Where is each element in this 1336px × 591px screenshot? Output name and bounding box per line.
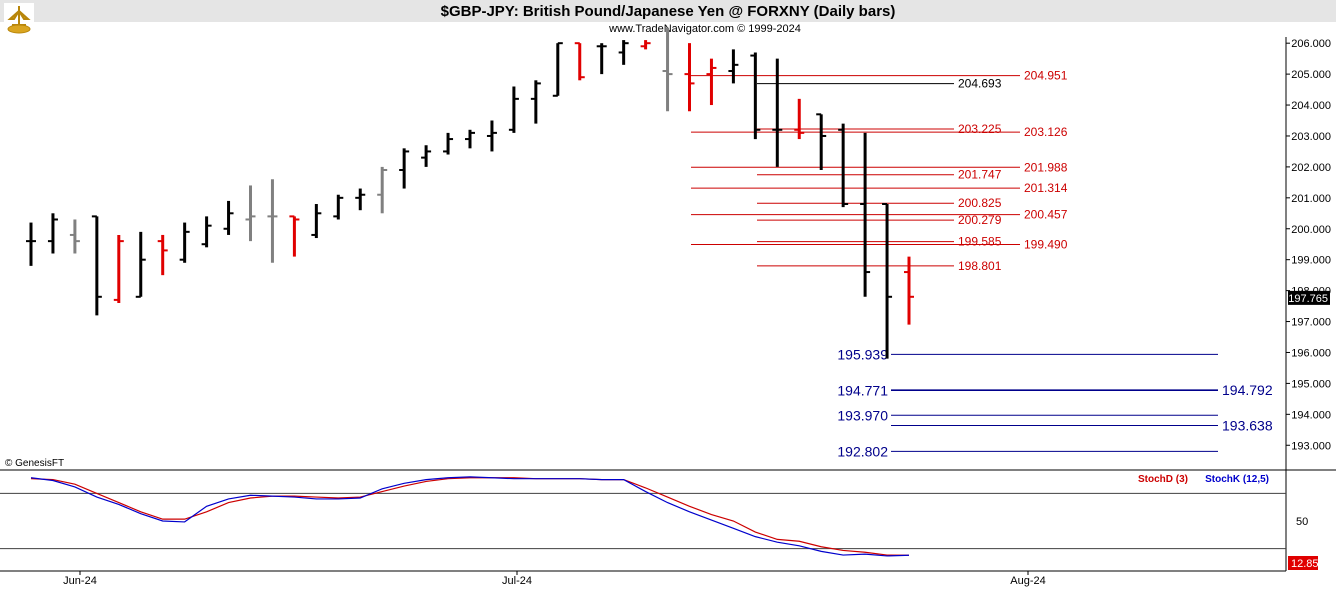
y-tick-label: 196.000: [1291, 347, 1331, 359]
stoch-series-line: [30, 477, 910, 556]
last-price-label: 197.765: [1288, 293, 1328, 305]
y-tick-label: 195.000: [1291, 378, 1331, 390]
level-label: 201.988: [1024, 160, 1068, 174]
chart-subtitle: www.TradeNavigator.com © 1999-2024: [609, 23, 801, 35]
chart-title: $GBP-JPY: British Pound/Japanese Yen @ F…: [440, 3, 896, 20]
level-label: 199.490: [1024, 238, 1068, 252]
title-bar: [0, 0, 1336, 22]
level-label: 200.457: [1024, 208, 1068, 222]
legend-stochd: StochD (3): [1138, 474, 1188, 485]
last-price-box: [1288, 290, 1330, 305]
level-label: 203.225: [958, 122, 1002, 136]
level-label: 201.747: [958, 168, 1002, 182]
level-label: 200.279: [958, 213, 1002, 227]
level-label: 192.802: [837, 443, 888, 459]
level-label: 193.638: [1222, 418, 1273, 434]
y-tick-label: 194.000: [1291, 409, 1331, 421]
level-label: 194.771: [837, 382, 888, 398]
stoch-last-value-label: 12.85: [1291, 558, 1319, 570]
level-label: 200.825: [958, 196, 1002, 210]
y-tick-label: 203.000: [1291, 131, 1331, 143]
copyright-label: © GenesisFT: [5, 458, 65, 469]
x-tick-label: Jul-24: [502, 575, 532, 587]
y-tick-label: 193.000: [1291, 440, 1331, 452]
y-tick-label: 201.000: [1291, 193, 1331, 205]
stoch-last-value-box: [1288, 556, 1318, 570]
stoch-y-tick-label: 50: [1296, 516, 1308, 528]
level-label: 194.792: [1222, 382, 1273, 398]
y-tick-label: 199.000: [1291, 255, 1331, 267]
legend-stochk: StochK (12,5): [1205, 474, 1269, 485]
level-label: 201.314: [1024, 181, 1068, 195]
y-tick-label: 202.000: [1291, 162, 1331, 174]
x-tick-label: Aug-24: [1010, 575, 1045, 587]
x-tick-label: Jun-24: [63, 575, 97, 587]
level-label: 195.939: [837, 346, 888, 362]
level-label: 199.585: [958, 235, 1002, 249]
y-tick-label: 205.000: [1291, 69, 1331, 81]
level-label: 193.970: [837, 407, 888, 423]
y-tick-label: 200.000: [1291, 224, 1331, 236]
level-label: 198.801: [958, 259, 1002, 273]
app-logo-icon: [4, 3, 34, 35]
stoch-series-line: [30, 476, 910, 557]
y-tick-label: 197.000: [1291, 317, 1331, 329]
level-label: 204.951: [1024, 69, 1068, 83]
level-label: 203.126: [1024, 125, 1068, 139]
level-label: 204.693: [958, 77, 1002, 91]
y-tick-label: 204.000: [1291, 100, 1331, 112]
y-tick-label: 206.000: [1291, 38, 1331, 50]
